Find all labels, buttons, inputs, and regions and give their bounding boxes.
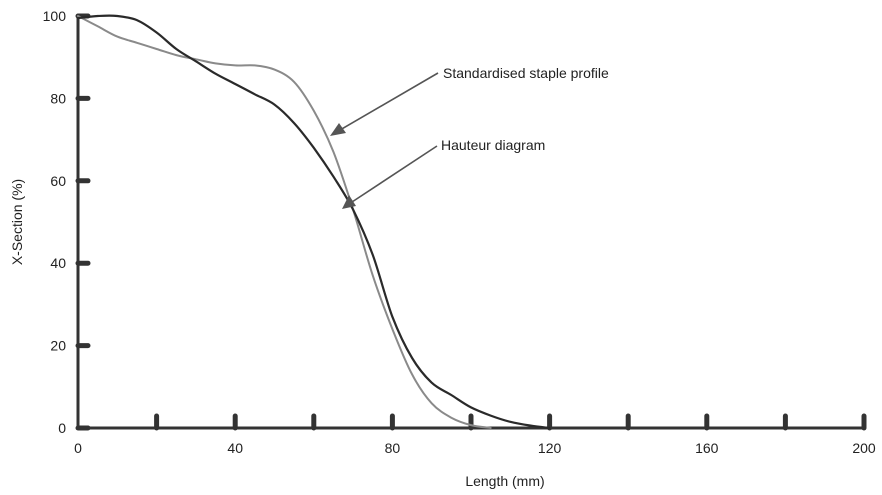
series-line-standardised-staple-profile: [77, 15, 492, 429]
x-axis-title: Length (mm): [465, 473, 544, 489]
tick-labels: 0 40 80 120 160 200 0 20 40 60 80 100: [43, 8, 876, 456]
series-line-hauteur-diagram: [76, 14, 551, 430]
pointer-hauteur-diagram: [351, 145, 438, 203]
axes: [76, 16, 864, 430]
x-tick-label-160: 160: [695, 440, 719, 456]
y-tick-label-0: 0: [58, 420, 66, 436]
x-tick-label-80: 80: [385, 440, 401, 456]
x-tick-label-40: 40: [227, 440, 243, 456]
pointer-staple-profile: [339, 72, 439, 131]
series-lines: [76, 14, 551, 430]
x-tick-label-200: 200: [852, 440, 876, 456]
annotation-hauteur-diagram: Hauteur diagram: [441, 137, 545, 153]
arrow-head-hauteur-diagram: [342, 195, 356, 209]
y-tick-label-100: 100: [43, 8, 67, 24]
y-tick-label-40: 40: [50, 255, 66, 271]
y-tick-label-80: 80: [50, 90, 66, 106]
y-axis-title: X-Section (%): [9, 179, 25, 265]
annotations: Standardised staple profile Hauteur diag…: [330, 65, 609, 209]
x-tick-label-0: 0: [74, 440, 82, 456]
y-tick-label-60: 60: [50, 173, 66, 189]
arrow-head-staple-profile: [330, 123, 346, 136]
y-tick-label-20: 20: [50, 338, 66, 354]
x-tick-label-120: 120: [538, 440, 562, 456]
annotation-staple-profile: Standardised staple profile: [443, 65, 609, 81]
